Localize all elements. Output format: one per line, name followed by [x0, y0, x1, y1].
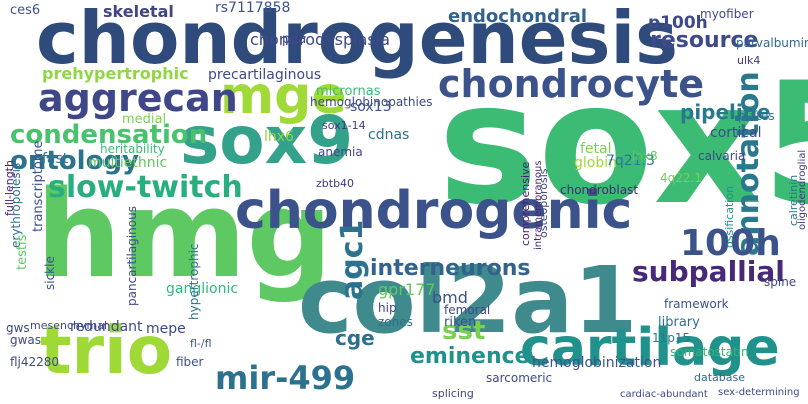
- word: hemoglobinopathies: [310, 95, 433, 109]
- word: cartilage: [520, 318, 780, 378]
- word: chondrodysplasia: [250, 30, 390, 49]
- word: splicing: [432, 387, 474, 400]
- word: sox1-14: [322, 119, 366, 132]
- word: database: [694, 371, 745, 384]
- word: mge: [220, 66, 347, 126]
- word: femoral: [444, 303, 491, 317]
- word: p100h: [648, 13, 708, 33]
- word: poa: [282, 32, 307, 47]
- word: hypertrophic: [187, 243, 201, 320]
- word: cdnas: [368, 127, 410, 143]
- word: rs7117858: [215, 0, 291, 16]
- word: 7q21.3: [606, 153, 655, 169]
- word: pipeline: [680, 100, 771, 124]
- word: full-length: [3, 160, 16, 216]
- word: interneurons: [370, 256, 531, 281]
- word: lhx6: [264, 129, 294, 145]
- word: ossification: [723, 185, 736, 248]
- word: cardiac-abundant: [620, 389, 708, 400]
- word: skeletal: [103, 2, 174, 21]
- word: testis: [15, 234, 30, 270]
- word: lhx8: [632, 149, 658, 163]
- word: micrornas: [316, 84, 381, 99]
- word: precartilaginous: [208, 67, 322, 83]
- word: hemoglobinization: [532, 355, 662, 371]
- word: chondroblast: [560, 183, 639, 197]
- word: anemia: [318, 145, 363, 159]
- word: fiber: [176, 355, 204, 369]
- word: trio: [40, 312, 173, 389]
- word: sox13: [350, 99, 392, 115]
- word: col2a1: [298, 247, 638, 354]
- word: mesenchymal: [30, 319, 107, 332]
- word: slow-twitch: [48, 170, 243, 205]
- word: fetal: [580, 141, 612, 157]
- word: fl-/fl: [190, 337, 212, 350]
- word: mir-499: [215, 359, 356, 397]
- word: mepe: [146, 321, 186, 337]
- word: gpr177: [378, 280, 436, 299]
- word: library: [658, 315, 700, 330]
- word: somatostatin: [670, 345, 749, 359]
- word: subpallial: [632, 255, 785, 288]
- word: 100h: [680, 223, 781, 264]
- word: intramembranous: [533, 160, 544, 250]
- word: comprehensive: [519, 161, 532, 246]
- word: sickle: [43, 256, 57, 290]
- word: calvaria: [698, 149, 746, 163]
- word: plates: [738, 109, 775, 123]
- word: pancartilaginous: [125, 206, 139, 306]
- word: cge: [335, 326, 375, 350]
- word: heritability: [100, 142, 165, 156]
- word: chondrogenic: [235, 181, 633, 241]
- word: multiethnic: [88, 155, 168, 171]
- word: chondrocyte: [438, 62, 705, 106]
- word: condensation: [10, 120, 208, 150]
- word: riken: [444, 315, 477, 330]
- word: sst: [442, 316, 486, 346]
- word: ulk4: [737, 54, 761, 67]
- word: fast: [42, 151, 69, 167]
- word: sox9: [180, 102, 354, 179]
- word: medial: [122, 112, 167, 127]
- word: 4q22.1: [660, 171, 702, 185]
- word: spine: [764, 275, 797, 289]
- word: 11p15: [652, 331, 691, 345]
- word: eminence: [410, 344, 530, 369]
- word: ganglionic: [166, 281, 239, 297]
- word: aggrecan: [38, 76, 238, 120]
- word: hip: [378, 301, 397, 315]
- word: ontology: [10, 146, 139, 176]
- word: framework: [664, 297, 729, 311]
- word: transcriptome: [31, 140, 46, 233]
- word: gwas: [10, 333, 42, 347]
- word: sarcomeric: [486, 371, 553, 385]
- word: globin: [574, 155, 617, 171]
- word: agc1: [335, 219, 370, 300]
- word: sox5: [438, 46, 808, 242]
- word: endochondral: [448, 6, 588, 27]
- word: flj42280: [10, 355, 60, 369]
- word: parvalbumin: [736, 36, 808, 50]
- word: resource: [650, 28, 759, 53]
- word: zones: [378, 315, 413, 329]
- word: bmd: [432, 288, 468, 307]
- word: ces6: [10, 3, 41, 18]
- word: chondrogenesis: [36, 0, 679, 80]
- word: prehypertrophic: [42, 64, 189, 83]
- word: redundant: [70, 319, 143, 335]
- word: cortical: [710, 125, 762, 141]
- word: sex-determining: [718, 387, 800, 398]
- word: gws: [6, 321, 30, 335]
- word: myofiber: [700, 7, 754, 21]
- word: oligodendroglial: [797, 149, 808, 230]
- word: hmg: [36, 166, 333, 305]
- word: zbtb40: [316, 177, 355, 190]
